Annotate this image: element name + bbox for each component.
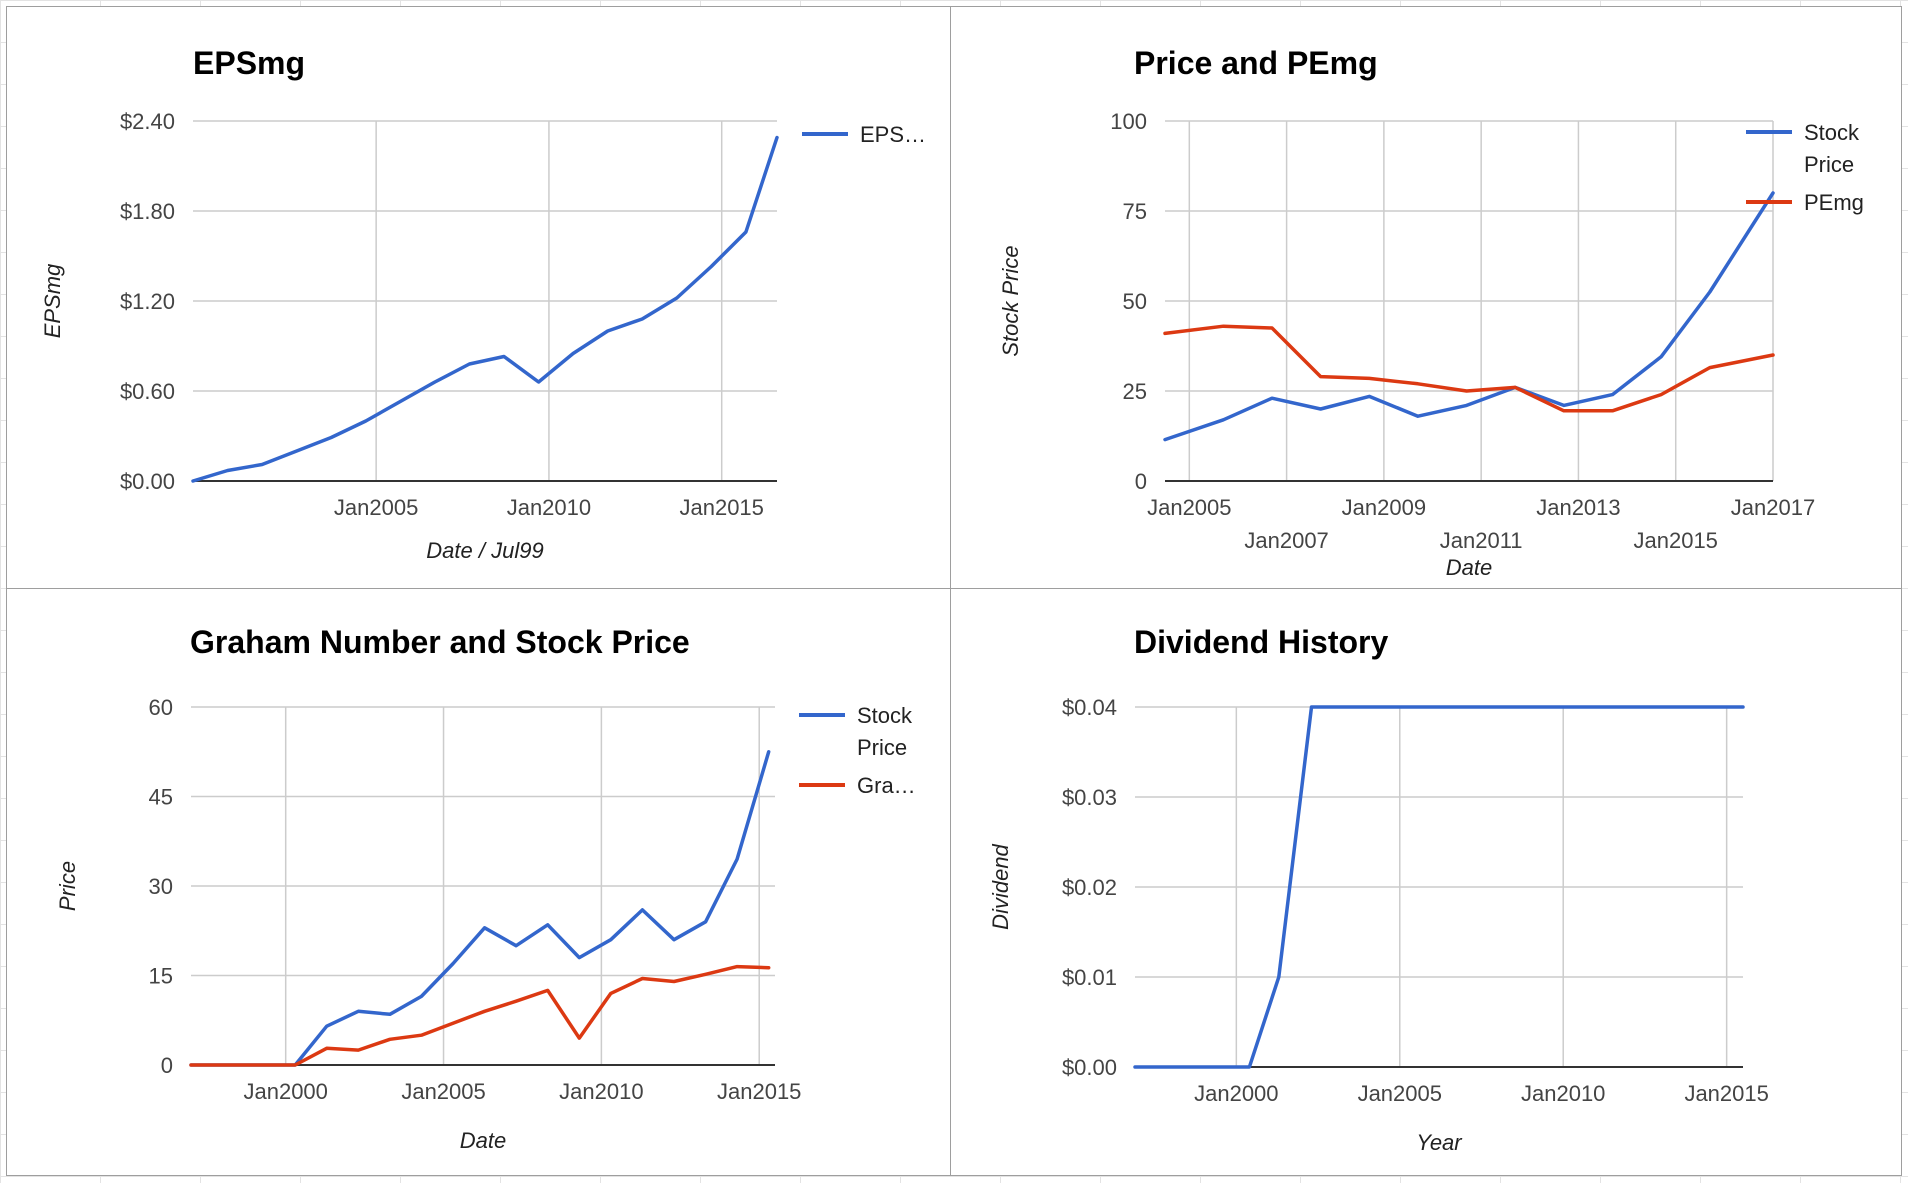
x-axis-title: Date xyxy=(460,1128,506,1153)
x-axis-title: Date / Jul99 xyxy=(426,538,543,563)
x-axis-title: Year xyxy=(1416,1130,1463,1155)
chart-title: Dividend History xyxy=(1134,624,1388,660)
chart-dividend: Dividend History $0.00 $0.01 $0.02 $0.03 $0.0… xyxy=(988,624,1769,1155)
chart-title: EPSmg xyxy=(193,45,305,81)
x-tick-label: Jan2005 xyxy=(1147,495,1231,520)
x-tick-label: Jan2017 xyxy=(1731,495,1815,520)
chart-title: Price and PEmg xyxy=(1134,45,1378,81)
legend-label: Gra… xyxy=(857,773,916,798)
chart-graham: Graham Number and Stock Price 0 15 30 45 60 Ja… xyxy=(55,624,916,1153)
y-tick-label: 60 xyxy=(149,695,173,720)
x-tick-label: Jan2011 xyxy=(1440,528,1523,553)
x-tick-label: Jan2010 xyxy=(507,495,591,520)
x-tick-label: Jan2010 xyxy=(1521,1081,1605,1106)
y-tick-label: 50 xyxy=(1123,289,1147,314)
y-axis-title: Dividend xyxy=(988,843,1013,929)
legend-label: EPS… xyxy=(860,122,926,147)
y-axis-title: Stock Price xyxy=(998,245,1023,356)
x-tick-label: Jan2013 xyxy=(1536,495,1620,520)
y-tick-label: 45 xyxy=(149,785,173,810)
x-tick-label: Jan2005 xyxy=(334,495,418,520)
legend-label: Stock Price xyxy=(1804,120,1860,177)
x-tick-label: Jan2009 xyxy=(1342,495,1426,520)
y-tick-label: $0.04 xyxy=(1062,695,1117,720)
x-tick-label: Jan2015 xyxy=(679,495,763,520)
y-tick-label: 0 xyxy=(161,1053,173,1078)
y-tick-label: 0 xyxy=(1135,469,1147,494)
y-tick-label: 15 xyxy=(149,964,173,989)
series-line-2 xyxy=(189,964,771,1067)
y-tick-label: $2.40 xyxy=(120,109,175,134)
y-tick-label: 75 xyxy=(1123,199,1147,224)
legend-label: Stock Price xyxy=(857,703,913,760)
legend-label: PEmg xyxy=(1804,190,1864,215)
x-tick-label: Jan2005 xyxy=(1358,1081,1442,1106)
y-axis-title: Price xyxy=(55,861,80,911)
x-tick-label: Jan2015 xyxy=(1634,528,1718,553)
x-tick-label: Jan2007 xyxy=(1244,528,1328,553)
series-line-1 xyxy=(189,750,771,1067)
x-tick-label: Jan2015 xyxy=(1684,1081,1768,1106)
series-line-1 xyxy=(1163,191,1775,442)
chart-panel-graham: Graham Number and Stock Price 0 15 30 45 60 Ja… xyxy=(6,588,952,1176)
x-tick-label: Jan2015 xyxy=(717,1079,801,1104)
chart-panel-price-pemg: Price and PEmg 0 25 50 75 100 Jan2005 Jan2007 Ja… xyxy=(950,6,1902,590)
x-tick-label: Jan2005 xyxy=(401,1079,485,1104)
chart-epsmg: EPSmg $0.00 $0.60 $1.20 $1.80 $2.40 Jan2005 Jan… xyxy=(40,45,926,563)
x-axis-title: Date xyxy=(1446,555,1492,580)
y-tick-label: $0.02 xyxy=(1062,875,1117,900)
chart-price-pemg: Price and PEmg 0 25 50 75 100 Jan2005 Jan2007 Ja… xyxy=(998,45,1864,580)
y-tick-label: $1.20 xyxy=(120,289,175,314)
x-tick-label: Jan2000 xyxy=(1194,1081,1278,1106)
y-tick-label: $0.01 xyxy=(1062,965,1117,990)
chart-panel-dividend: Dividend History $0.00 $0.01 $0.02 $0.03 $0.0… xyxy=(950,588,1902,1176)
chart-panel-epsmg: EPSmg $0.00 $0.60 $1.20 $1.80 $2.40 Jan2005 Jan… xyxy=(6,6,952,590)
x-tick-label: Jan2000 xyxy=(243,1079,327,1104)
y-tick-label: $0.00 xyxy=(1062,1055,1117,1080)
x-tick-label: Jan2010 xyxy=(559,1079,643,1104)
y-tick-label: $0.03 xyxy=(1062,785,1117,810)
y-tick-label: $1.80 xyxy=(120,199,175,224)
y-tick-label: $0.00 xyxy=(120,469,175,494)
series-line-2 xyxy=(1163,324,1775,413)
y-tick-label: 30 xyxy=(149,874,173,899)
series-line-1 xyxy=(191,135,779,483)
y-tick-label: 100 xyxy=(1110,109,1147,134)
series-line-1 xyxy=(1133,705,1745,1069)
y-tick-label: 25 xyxy=(1123,379,1147,404)
chart-title: Graham Number and Stock Price xyxy=(190,624,690,660)
y-tick-label: $0.60 xyxy=(120,379,175,404)
y-axis-title: EPSmg xyxy=(40,263,65,338)
